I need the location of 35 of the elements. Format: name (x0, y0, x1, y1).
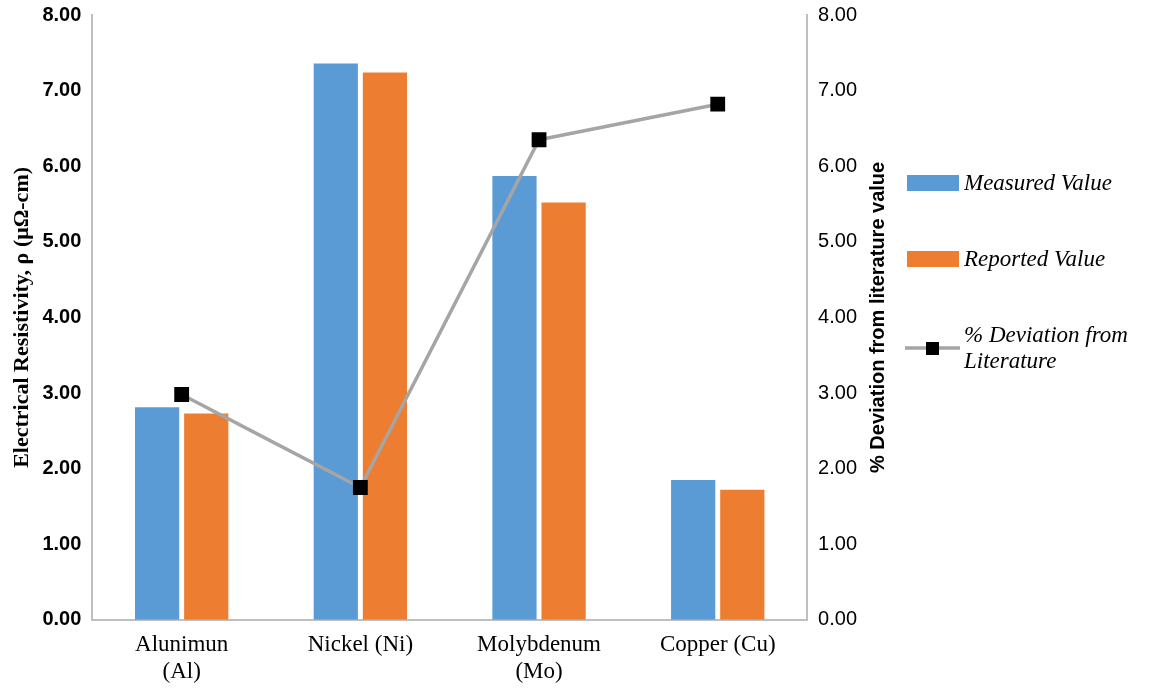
x-tick-label: Molybdenum (Mo) (477, 630, 602, 684)
bar (720, 489, 765, 620)
y-tick-label: 8.00 (42, 2, 82, 25)
y-tick-label: 3.00 (42, 380, 82, 403)
y2-tick-label: 6.00 (818, 153, 858, 176)
y-tick-label: 6.00 (42, 153, 82, 176)
y-tick-label: 0.00 (42, 607, 82, 630)
x-tick-label: Alunimun (Al) (135, 630, 229, 684)
bar (492, 176, 537, 620)
bar (313, 63, 358, 620)
bar (134, 407, 180, 620)
x-tick-label: Copper (Cu) (659, 630, 776, 656)
y-tick-label: 7.00 (42, 78, 82, 101)
y-tick-label: 4.00 (42, 304, 82, 327)
bar (541, 202, 586, 620)
y2-axis-title: % Deviation from literature value (865, 161, 888, 473)
y2-tick-label: 7.00 (818, 78, 858, 101)
y2-tick-label: 1.00 (818, 531, 858, 554)
bar (362, 72, 408, 620)
y2-tick-label: 3.00 (818, 380, 858, 403)
x-tick-label: Nickel (Ni) (307, 630, 414, 656)
y2-tick-label: 5.00 (818, 229, 858, 252)
y-tick-label: 1.00 (42, 531, 82, 554)
y2-tick-label: 8.00 (818, 2, 858, 25)
y2-tick-label: 2.00 (818, 456, 858, 479)
y-axis-title: Electrical Resistivity, ρ (μΩ-cm) (7, 166, 33, 468)
bar (184, 413, 229, 620)
legend-label: Reported Value (964, 246, 1106, 272)
y-tick-label: 5.00 (42, 229, 82, 252)
legend-label: Measured Value (964, 170, 1112, 196)
y-tick-label: 2.00 (42, 456, 82, 479)
y2-tick-label: 0.00 (818, 607, 858, 630)
y2-tick-label: 4.00 (818, 304, 858, 327)
bar (671, 479, 716, 620)
legend-label: % Deviation from Literature (964, 322, 1129, 374)
